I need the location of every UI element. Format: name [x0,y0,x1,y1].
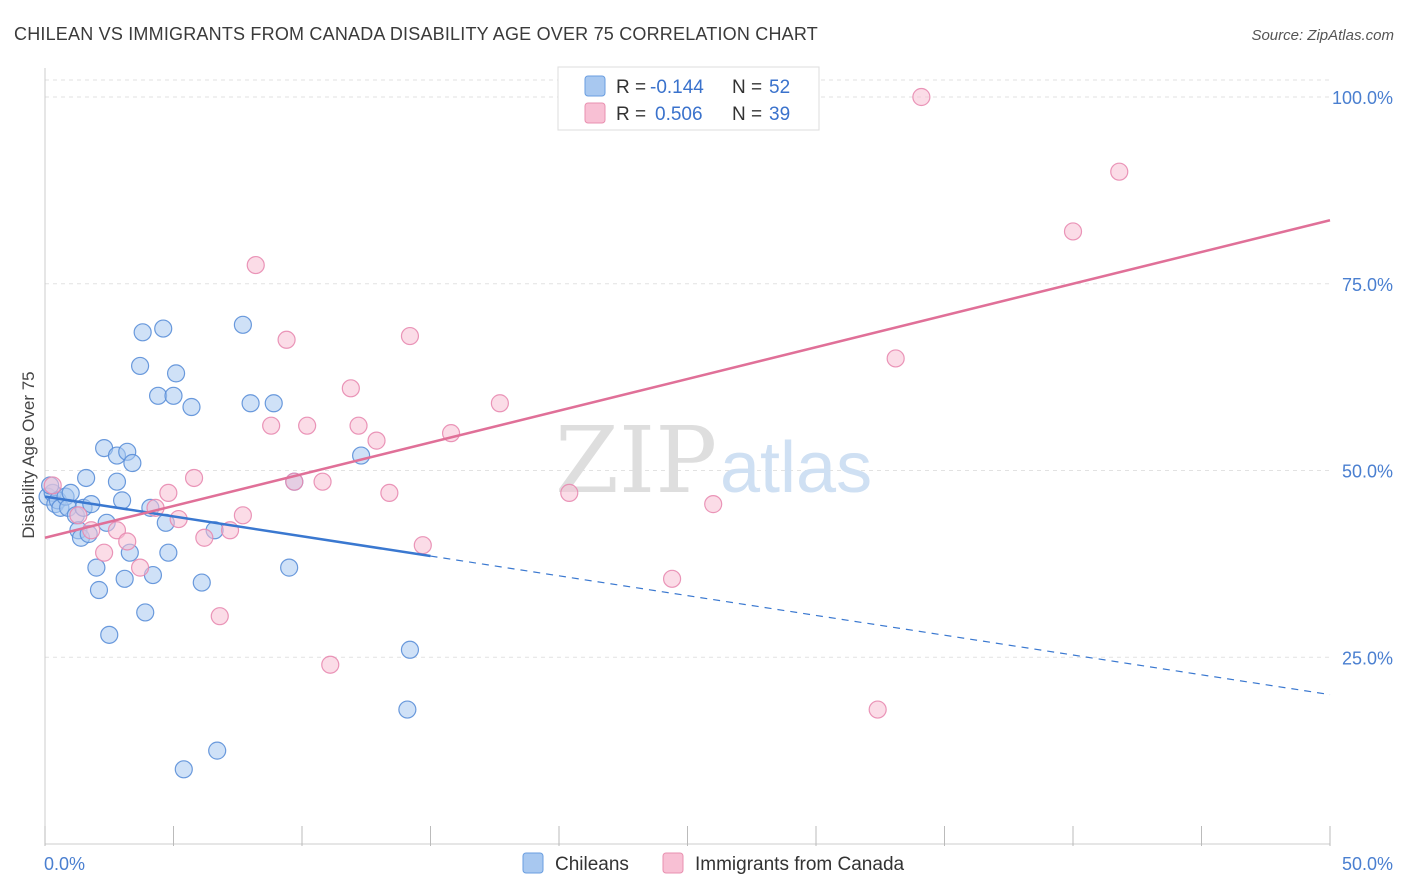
y-tick-label-1: 75.0% [1342,275,1393,295]
chart-source: Source: ZipAtlas.com [1251,27,1394,44]
x-tick-labels: 0.0% 50.0% [44,854,1393,874]
point-canada-5 [118,532,137,551]
point-chileans-37 [166,364,186,383]
bottom-legend-label-chileans: Chileans [555,854,629,875]
point-chileans-38 [174,760,193,779]
point-canada-38 [560,483,579,503]
trend-line-canada [44,219,1331,539]
point-chileans-42 [208,741,227,760]
point-canada-32 [704,495,723,514]
point-chileans-44 [241,394,260,413]
watermark: ZIP atlas [555,407,872,514]
watermark-zip: ZIP [555,407,717,514]
point-chileans-49 [398,700,417,719]
legend-r-value-canada: 0.506 [655,104,703,125]
y-tick-label-2: 50.0% [1342,462,1393,482]
point-chileans-35 [159,543,178,562]
point-chileans-23 [115,569,134,588]
legend-swatch-chileans [584,75,606,97]
point-chileans-22 [112,491,132,510]
point-chileans-16 [89,580,109,600]
point-canada-31 [662,569,682,588]
bottom-legend-swatch-chileans [522,852,544,874]
point-canada-8 [159,483,178,503]
point-canada-14 [233,506,252,525]
point-canada-1 [69,506,88,525]
point-chileans-36 [164,386,183,405]
watermark-atlas: atlas [720,428,872,508]
point-chileans-39 [182,397,201,417]
legend-n-label-chileans: N = [732,77,762,98]
trend-line-chileans-dashed [430,555,1331,696]
point-chileans-29 [136,603,155,622]
point-canada-11 [195,528,214,547]
point-canada-34 [886,349,905,368]
legend-r-label-chileans: R = [616,77,646,98]
point-canada-4 [107,521,127,540]
point-canada-20 [313,472,332,491]
axes [44,68,1331,846]
legend-r-value-chileans: -0.144 [650,77,704,98]
point-canada-24 [367,431,386,450]
point-canada-19 [298,416,317,435]
legend: R = -0.144 N = 52 R = 0.506 N = 39 [557,66,820,131]
point-canada-22 [341,379,360,398]
bottom-legend-label-canada: Immigrants from Canada [695,854,905,875]
point-chileans-43 [233,315,252,334]
bottom-legend-swatch-canada [662,852,684,874]
point-canada-12 [210,607,229,626]
point-chileans-45 [264,394,283,413]
bottom-legend: Chileans Immigrants from Canada [522,852,905,875]
point-chileans-33 [154,319,173,338]
x-tick-label-1: 50.0% [1342,854,1393,874]
data-points [38,87,1129,779]
y-tick-labels: 100.0% 75.0% 50.0% 25.0% [1332,88,1393,668]
point-canada-26 [400,326,420,346]
point-chileans-40 [192,573,211,592]
point-canada-0 [43,476,62,495]
point-canada-23 [349,416,368,435]
point-canada-36 [1063,222,1083,241]
legend-swatch-canada [584,102,606,124]
gridlines [45,79,1330,658]
point-chileans-27 [130,356,150,376]
point-chileans-28 [133,323,152,342]
point-canada-29 [490,394,509,413]
legend-n-value-chileans: 52 [769,77,790,98]
point-canada-10 [184,468,204,488]
point-chileans-50 [400,640,420,659]
chart-title: CHILEAN VS IMMIGRANTS FROM CANADA DISABI… [14,24,818,44]
y-tick-label-0: 100.0% [1332,88,1393,108]
point-canada-37 [1110,162,1129,181]
point-canada-35 [912,87,931,107]
point-chileans-12 [77,468,96,488]
legend-n-value-canada: 39 [769,104,790,125]
point-chileans-15 [87,558,106,577]
point-chileans-26 [123,453,142,473]
point-canada-16 [262,416,281,435]
legend-r-label-canada: R = [616,104,646,125]
y-axis-label: Disability Age Over 75 [19,371,38,538]
trend-lines [44,219,1331,696]
point-canada-17 [277,330,296,349]
point-canada-6 [130,558,150,577]
point-canada-25 [380,483,399,503]
point-chileans-46 [280,558,299,577]
point-canada-27 [413,536,432,555]
legend-n-label-canada: N = [732,104,762,125]
point-chileans-32 [148,386,168,405]
trend-line-chileans-solid [44,495,431,558]
point-chileans-19 [100,625,119,644]
y-tick-label-3: 25.0% [1342,648,1393,668]
point-canada-33 [868,700,887,719]
point-chileans-21 [107,472,127,491]
point-canada-15 [246,255,265,275]
x-tick-label-0: 0.0% [44,854,85,874]
point-canada-21 [321,655,340,674]
point-canada-3 [95,543,114,562]
